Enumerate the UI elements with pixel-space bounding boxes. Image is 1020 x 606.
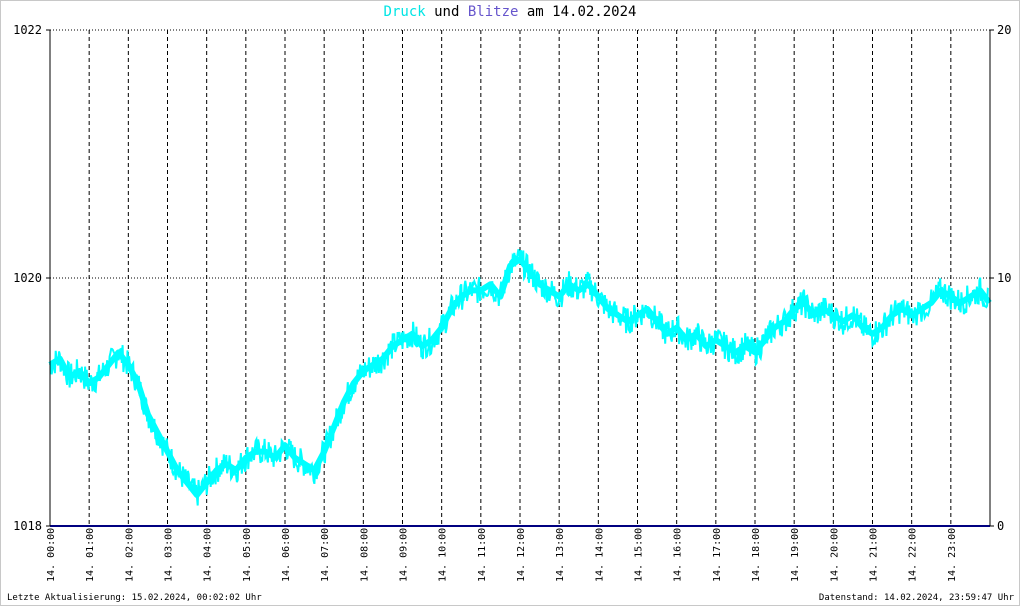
- title-und: und: [434, 4, 460, 20]
- chart-title: Druck und Blitze am 14.02.2024: [0, 4, 1020, 20]
- title-druck: Druck: [383, 4, 426, 20]
- x-tick-label: 14. 01:00: [85, 528, 96, 582]
- x-tick-label: 14. 16:00: [673, 528, 684, 582]
- x-tick-label: 14. 14:00: [594, 528, 605, 582]
- title-date: am 14.02.2024: [526, 4, 637, 20]
- x-tick-label: 14. 05:00: [242, 528, 253, 582]
- axes: [46, 29, 994, 527]
- last-update-text: Letzte Aktualisierung: 15.02.2024, 00:02…: [7, 593, 262, 603]
- x-tick-label: 14. 02:00: [124, 528, 135, 582]
- y-tick-label-right: 10: [997, 271, 1011, 285]
- y-tick-label-right: 0: [997, 519, 1004, 533]
- x-tick-label: 14. 00:00: [46, 528, 57, 582]
- x-tick-label: 14. 19:00: [790, 528, 801, 582]
- data-status-text: Datenstand: 14.02.2024, 23:59:47 Uhr: [818, 593, 1014, 603]
- x-tick-label: 14. 10:00: [438, 528, 449, 582]
- x-tick-label: 14. 03:00: [164, 528, 175, 582]
- series-layer: [48, 249, 992, 527]
- x-tick-label: 14. 04:00: [203, 528, 214, 582]
- x-tick-label: 14. 11:00: [477, 528, 488, 582]
- y-tick-label-left: 1018: [13, 519, 42, 533]
- tick-labels: 14. 00:00 14. 01:00 14. 02:00 14. 03:00 14. …: [13, 23, 1011, 582]
- y-tick-label-right: 20: [997, 23, 1011, 37]
- y-tick-label-left: 1022: [13, 23, 42, 37]
- x-tick-label: 14. 08:00: [359, 528, 370, 582]
- title-blitze: Blitze: [467, 4, 519, 20]
- grid-lines: [50, 29, 990, 527]
- x-tick-label: 14. 12:00: [516, 528, 527, 582]
- x-tick-label: 14. 18:00: [751, 528, 762, 582]
- y-tick-label-left: 1020: [13, 271, 42, 285]
- x-tick-label: 14. 21:00: [869, 528, 880, 582]
- x-tick-label: 14. 07:00: [320, 528, 331, 582]
- x-tick-label: 14. 15:00: [634, 528, 645, 582]
- x-tick-label: 14. 13:00: [555, 528, 566, 582]
- x-tick-label: 14. 09:00: [399, 528, 410, 582]
- x-tick-label: 14. 17:00: [712, 528, 723, 582]
- x-tick-label: 14. 23:00: [947, 528, 958, 582]
- x-tick-label: 14. 06:00: [281, 528, 292, 582]
- series-druck-noise: [49, 249, 990, 506]
- x-tick-label: 14. 20:00: [829, 528, 840, 582]
- x-tick-label: 14. 22:00: [908, 528, 919, 582]
